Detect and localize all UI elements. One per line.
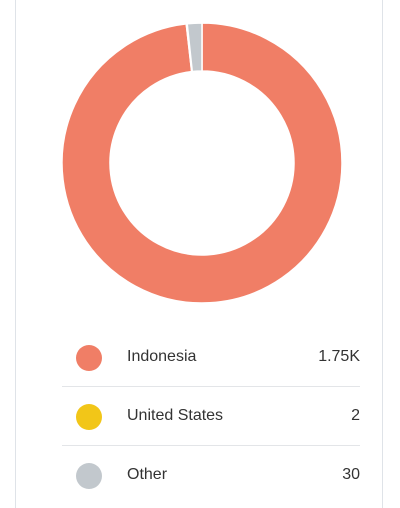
legend-color-dot (76, 345, 102, 371)
legend-value: 2 (351, 407, 360, 424)
legend-value: 1.75K (318, 348, 360, 365)
legend-item-indonesia[interactable]: Indonesia 1.75K (62, 328, 360, 387)
legend-color-dot (76, 463, 102, 489)
legend-value: 30 (342, 466, 360, 483)
legend-item-united-states[interactable]: United States 2 (62, 387, 360, 446)
chart-legend: Indonesia 1.75K United States 2 Other 30 (62, 328, 360, 505)
legend-label: Indonesia (127, 348, 197, 365)
legend-label: Other (127, 466, 168, 483)
legend-color-dot (76, 404, 102, 430)
legend-label: United States (127, 407, 224, 424)
donut-slice-indonesia[interactable] (61, 22, 343, 304)
donut-slice-other[interactable] (186, 22, 203, 73)
donut-chart (61, 22, 343, 304)
chart-card: Indonesia 1.75K United States 2 Other 30 (15, 0, 383, 508)
legend-item-other[interactable]: Other 30 (62, 446, 360, 505)
